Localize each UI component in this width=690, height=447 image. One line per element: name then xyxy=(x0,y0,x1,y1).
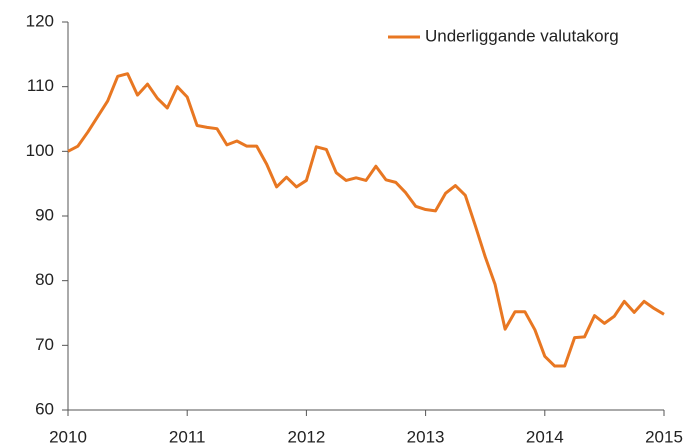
y-tick-label: 80 xyxy=(35,270,54,289)
y-tick-label: 120 xyxy=(26,11,54,30)
y-tick-label: 70 xyxy=(35,335,54,354)
y-tick-label: 110 xyxy=(27,76,54,95)
y-tick-label: 60 xyxy=(35,399,54,418)
legend-label: Underliggande valutakorg xyxy=(425,26,619,45)
x-tick-label: 2014 xyxy=(526,427,564,446)
x-tick-label: 2013 xyxy=(407,427,445,446)
y-tick-label: 90 xyxy=(35,205,54,224)
x-tick-label: 2010 xyxy=(49,427,87,446)
data-line xyxy=(67,72,665,368)
y-tick-label: 100 xyxy=(26,141,54,160)
x-tick-label: 2011 xyxy=(169,427,206,446)
x-tick-label: 2012 xyxy=(287,427,325,446)
x-tick-label: 2015 xyxy=(645,427,683,446)
